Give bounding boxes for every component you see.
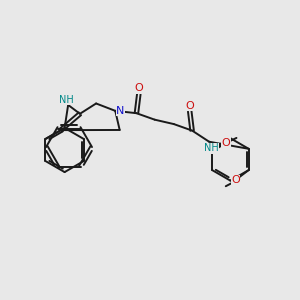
Text: N: N <box>116 106 125 116</box>
Text: NH: NH <box>59 94 74 105</box>
Text: O: O <box>134 83 143 93</box>
Text: O: O <box>231 175 240 185</box>
Text: O: O <box>222 138 230 148</box>
Text: O: O <box>185 100 194 110</box>
Text: NH: NH <box>204 143 219 153</box>
